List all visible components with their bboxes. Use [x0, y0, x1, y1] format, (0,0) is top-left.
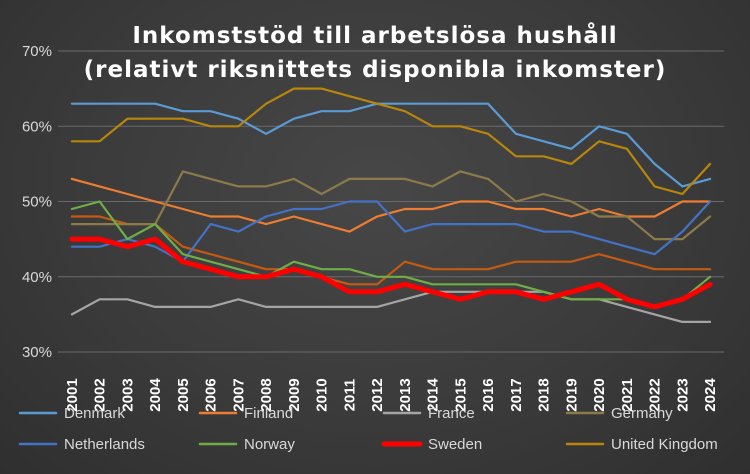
y-tick-label: 50% — [22, 194, 52, 211]
x-tick-label: 2024 — [702, 378, 719, 412]
y-tick-label: 40% — [22, 269, 52, 286]
x-tick-label: 2010 — [314, 378, 331, 411]
x-axis-ticks: 2001 2002 2003 2004 2005 2006 2007 2008 2009 2010… — [64, 378, 719, 412]
legend-entry: Germany — [611, 405, 673, 422]
series-line-norway — [70, 200, 712, 308]
x-tick-label: 2018 — [536, 378, 553, 411]
legend-entry: Sweden — [428, 436, 482, 453]
x-tick-label: 2004 — [147, 378, 164, 412]
series-lines — [69, 87, 713, 323]
x-tick-label: 2012 — [369, 378, 386, 411]
y-tick-label: 60% — [22, 118, 52, 135]
x-tick-label: 2014 — [425, 378, 442, 412]
x-tick-label: 2011 — [341, 379, 358, 412]
series-line-extra-0 — [70, 215, 712, 286]
x-tick-label: 2023 — [674, 378, 691, 411]
series-line-united-kingdom — [70, 87, 712, 196]
series-line-germany — [70, 170, 712, 241]
x-tick-label: 2002 — [92, 378, 109, 411]
y-tick-label: 70% — [22, 43, 52, 60]
x-tick-label: 2008 — [258, 378, 275, 411]
series-line-denmark — [70, 102, 712, 188]
x-tick-label: 2015 — [452, 378, 469, 411]
legend: Denmark Finland France Germany Netherlands No… — [18, 405, 718, 453]
x-tick-label: 2013 — [397, 378, 414, 411]
x-tick-label: 2007 — [230, 378, 247, 411]
legend-entry: United Kingdom — [611, 436, 718, 453]
x-tick-label: 2003 — [119, 378, 136, 411]
x-tick-label: 2021 — [619, 378, 636, 411]
chart-subtitle: (relativt riksnittets disponibla inkomst… — [84, 57, 667, 83]
x-tick-label: 2017 — [508, 378, 525, 411]
x-tick-label: 2020 — [591, 378, 608, 411]
legend-entry: Netherlands — [64, 436, 145, 453]
x-tick-label: 2001 — [64, 378, 81, 411]
gridlines — [58, 50, 724, 353]
y-axis-ticks: 30% 40% 50% 60% 70% — [22, 43, 52, 361]
x-tick-label: 2019 — [563, 378, 580, 411]
legend-entry: Norway — [244, 436, 295, 453]
series-line-netherlands — [70, 200, 712, 263]
x-tick-label: 2022 — [647, 378, 664, 411]
series-line-finland — [70, 177, 712, 233]
legend-entry: Denmark — [64, 405, 125, 422]
series-line-france — [70, 290, 712, 323]
series-line-sweden — [69, 236, 713, 310]
chart-title: Inkomststöd till arbetslösa hushåll — [132, 22, 617, 49]
legend-entry: Finland — [244, 405, 293, 422]
y-tick-label: 30% — [22, 344, 52, 361]
x-tick-label: 2006 — [203, 378, 220, 411]
x-tick-label: 2005 — [175, 378, 192, 411]
x-tick-label: 2016 — [480, 378, 497, 411]
legend-entry: France — [428, 405, 475, 422]
x-tick-label: 2009 — [286, 378, 303, 411]
